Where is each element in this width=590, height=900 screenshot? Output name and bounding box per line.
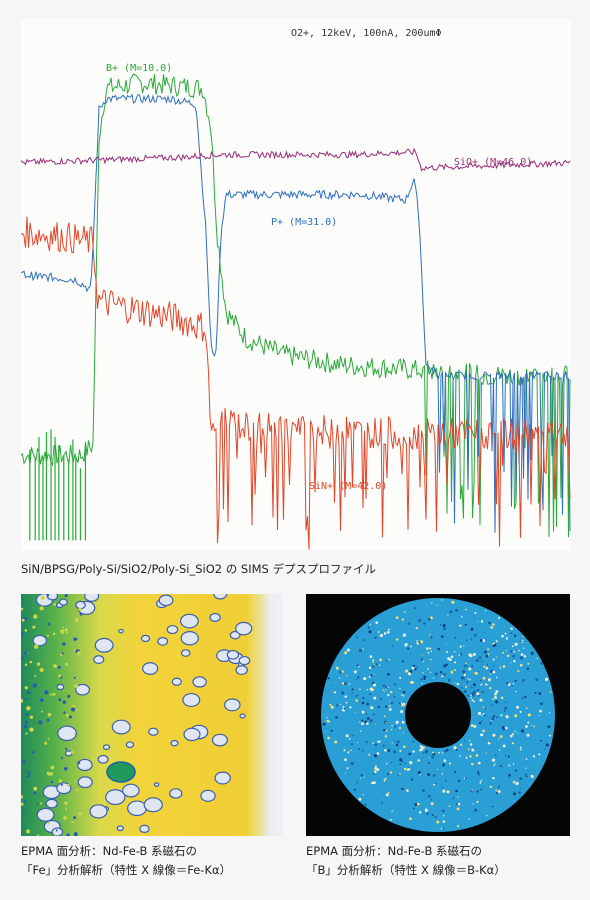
- epma-b-map-image: [306, 594, 570, 836]
- series-label-sin: SiN+ (M=42.0): [309, 481, 387, 492]
- sims-plot-svg: O2+, 12keV, 100nA, 200umΦ B+ (M=10.0) P+…: [21, 28, 571, 550]
- sims-caption: SiN/BPSG/Poly-Si/SiO2/Poly-Si_SiO2 の SIM…: [21, 562, 376, 576]
- series-line-2: [21, 93, 571, 533]
- b-caption-line2: 「B」分析解析（特性 X 線像＝B-Kα）: [306, 863, 506, 877]
- series-line-4: [21, 216, 571, 550]
- series-line-3: [21, 147, 571, 172]
- epma-fe-map-image: [19, 588, 283, 838]
- series-label-b: B+ (M=10.0): [106, 63, 172, 74]
- fe-caption-line1: EPMA 面分析：Nd-Fe-B 系磁石の: [21, 844, 198, 858]
- fe-caption-line2: 「Fe」分析解析（特性 X 線像＝Fe-Kα）: [21, 863, 232, 877]
- sims-depth-profile-chart: O2+, 12keV, 100nA, 200umΦ B+ (M=10.0) P+…: [21, 19, 571, 551]
- b-caption-line1: EPMA 面分析：Nd-Fe-B 系磁石の: [306, 844, 483, 858]
- chart-header: O2+, 12keV, 100nA, 200umΦ: [291, 28, 442, 39]
- series-label-sio: SiO+ (M=46.0): [454, 157, 532, 168]
- fe-map-caption: EPMA 面分析：Nd-Fe-B 系磁石の 「Fe」分析解析（特性 X 線像＝F…: [21, 842, 231, 880]
- series-line-1: [21, 73, 571, 538]
- b-map-caption: EPMA 面分析：Nd-Fe-B 系磁石の 「B」分析解析（特性 X 線像＝B-…: [306, 842, 506, 880]
- series-label-p: P+ (M=31.0): [271, 217, 337, 228]
